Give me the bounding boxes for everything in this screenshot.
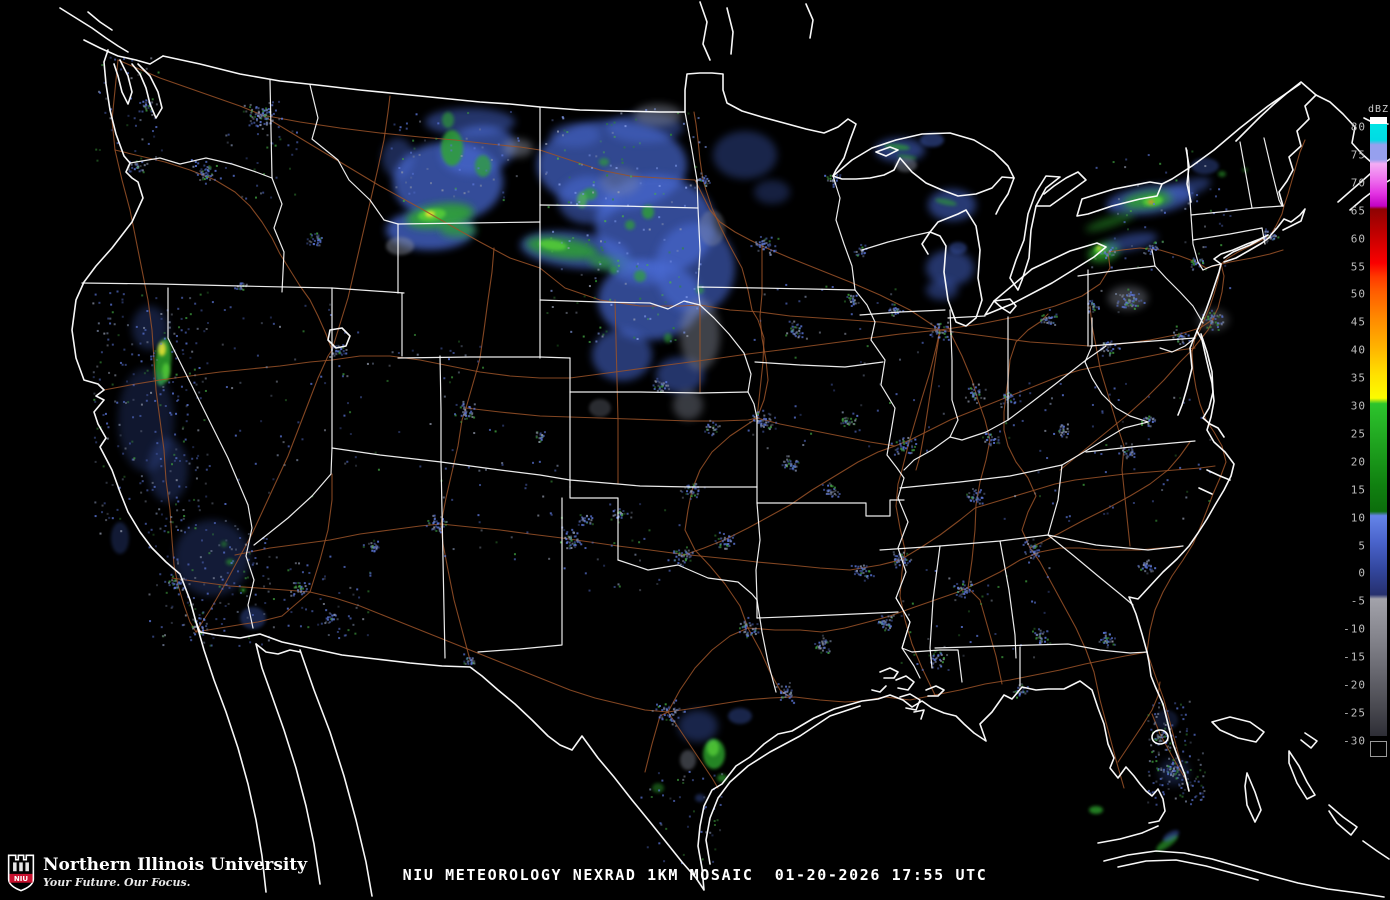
radar-echo-layer [111, 104, 1248, 852]
reflectivity-legend: dBZ 80 75 70 65 60 55 50 45 40 35 30 25 20 15 10 5 0 -5 -1… [1330, 104, 1390, 784]
reflectivity-colorbar [1370, 124, 1387, 736]
legend-tick: -15 [1343, 650, 1366, 664]
colorbar-top-cap [1370, 117, 1387, 124]
map-caption: NIU METEOROLOGY NEXRAD 1KM MOSAIC 01-20-… [402, 866, 988, 884]
legend-tick: 0 [1358, 566, 1366, 580]
legend-tick: 80 [1350, 120, 1366, 134]
legend-tick: 25 [1350, 427, 1366, 441]
legend-tick: 20 [1350, 455, 1366, 469]
legend-tick: 45 [1350, 315, 1366, 329]
legend-tick: 40 [1350, 343, 1366, 357]
legend-tick: 50 [1350, 287, 1366, 301]
university-name: Northern Illinois University [43, 855, 308, 876]
legend-tick: 35 [1350, 371, 1366, 385]
legend-tick: 70 [1350, 176, 1366, 190]
legend-tick: -5 [1350, 594, 1366, 608]
legend-tick: 60 [1350, 232, 1366, 246]
legend-tick: 65 [1350, 204, 1366, 218]
colorbar-no-data-box [1370, 741, 1387, 757]
niu-logo: NIU Northern Illinois University Your Fu… [6, 854, 307, 892]
lake-okeechobee-outline [1151, 729, 1169, 745]
legend-tick: 10 [1350, 511, 1366, 525]
legend-tick: -25 [1343, 706, 1366, 720]
niu-abbr-text: NIU [14, 874, 29, 883]
legend-tick: 30 [1350, 399, 1366, 413]
clutter-speckle-layer [92, 56, 1280, 865]
legend-tick: 15 [1350, 483, 1366, 497]
legend-tick: 55 [1350, 260, 1366, 273]
university-tagline: Your Future. Our Focus. [43, 876, 191, 890]
legend-tick: 5 [1358, 539, 1366, 552]
legend-tick: 75 [1350, 148, 1366, 162]
niu-shield-icon: NIU [7, 854, 35, 892]
highway-layer [103, 59, 1306, 792]
legend-tick: -20 [1343, 678, 1366, 692]
legend-tick: -10 [1343, 622, 1366, 636]
legend-tick: -30 [1343, 734, 1366, 748]
legend-tick-labels: 80 75 70 65 60 55 50 45 40 35 30 25 20 15 10 5 0 -5 -10 -15… [1330, 104, 1366, 784]
legend-unit-label: dBZ [1367, 104, 1389, 115]
state-border-layer [59, 1, 1390, 898]
